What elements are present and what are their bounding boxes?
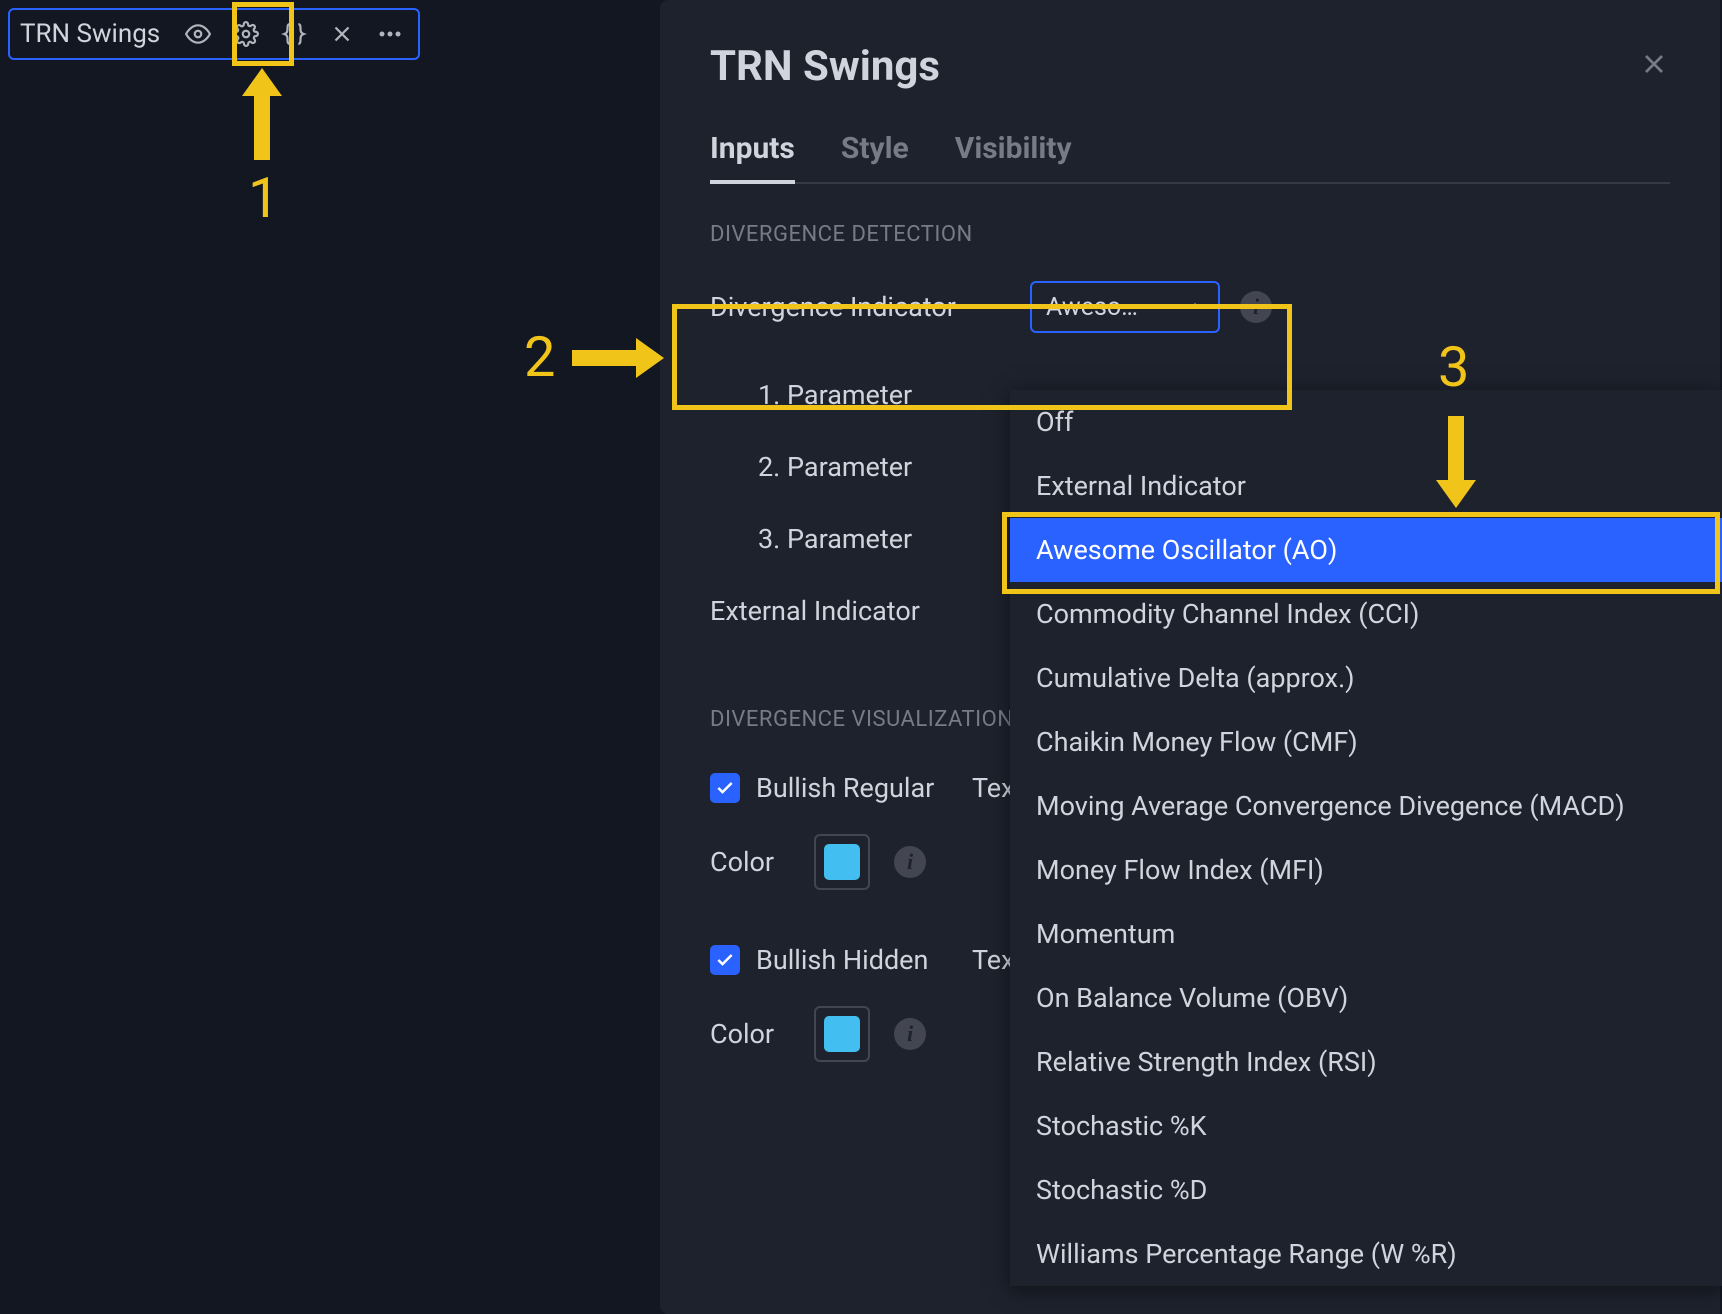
more-icon[interactable] [372,16,408,52]
chevron-up-icon [1186,293,1204,322]
option-momentum[interactable]: Momentum [1010,902,1722,966]
color-swatch [824,844,860,880]
bullish-hidden-label: Bullish Hidden [756,944,956,976]
option-awesome-oscillator[interactable]: Awesome Oscillator (AO) [1010,518,1722,582]
indicator-title: TRN Swings [20,19,160,49]
annotation-arrow-1 [240,68,284,160]
color-swatch-box[interactable] [814,1006,870,1062]
option-mfi[interactable]: Money Flow Index (MFI) [1010,838,1722,902]
option-williams-r[interactable]: Williams Percentage Range (W %R) [1010,1222,1722,1286]
divergence-indicator-select[interactable]: Aweso… [1030,281,1220,333]
close-icon[interactable] [324,16,360,52]
bullish-regular-label: Bullish Regular [756,772,956,804]
close-panel-icon[interactable] [1638,48,1670,85]
option-macd[interactable]: Moving Average Convergence Divegence (MA… [1010,774,1722,838]
info-icon[interactable]: i [894,1018,926,1050]
select-value: Aweso… [1046,293,1138,322]
option-stoch-k[interactable]: Stochastic %K [1010,1094,1722,1158]
tab-style[interactable]: Style [841,131,909,182]
info-icon[interactable]: i [1240,291,1272,323]
option-cmf[interactable]: Chaikin Money Flow (CMF) [1010,710,1722,774]
color-label: Color [710,1018,790,1050]
section-divergence-detection: DIVERGENCE DETECTION [710,222,1670,247]
panel-title: TRN Swings [710,42,940,91]
param-2-label: 2. Parameter [758,451,1028,483]
info-icon[interactable]: i [894,846,926,878]
option-cumulative-delta[interactable]: Cumulative Delta (approx.) [1010,646,1722,710]
color-swatch [824,1016,860,1052]
option-stoch-d[interactable]: Stochastic %D [1010,1158,1722,1222]
bullish-hidden-checkbox[interactable] [710,945,740,975]
tab-inputs[interactable]: Inputs [710,131,795,182]
color-swatch-box[interactable] [814,834,870,890]
divergence-indicator-dropdown[interactable]: Off External Indicator Awesome Oscillato… [1010,390,1722,1286]
annotation-arrow-2 [572,336,664,380]
bullish-regular-checkbox[interactable] [710,773,740,803]
param-3-label: 3. Parameter [758,523,1028,555]
option-cci[interactable]: Commodity Channel Index (CCI) [1010,582,1722,646]
external-indicator-label: External Indicator [710,595,980,627]
param-1-label: 1. Parameter [758,379,1028,411]
gear-icon[interactable] [228,16,264,52]
annotation-number-2: 2 [524,324,555,390]
divergence-indicator-label: Divergence Indicator [710,291,1010,323]
color-label: Color [710,846,790,878]
tab-visibility[interactable]: Visibility [955,131,1072,182]
option-external-indicator[interactable]: External Indicator [1010,454,1722,518]
source-code-icon[interactable] [276,16,312,52]
option-off[interactable]: Off [1010,390,1722,454]
row-divergence-indicator: Divergence Indicator Aweso… i [710,281,1670,333]
option-rsi[interactable]: Relative Strength Index (RSI) [1010,1030,1722,1094]
annotation-number-1: 1 [248,165,279,231]
visibility-icon[interactable] [180,16,216,52]
option-obv[interactable]: On Balance Volume (OBV) [1010,966,1722,1030]
panel-tabs: Inputs Style Visibility [710,131,1670,184]
indicator-toolbar: TRN Swings [8,8,420,60]
